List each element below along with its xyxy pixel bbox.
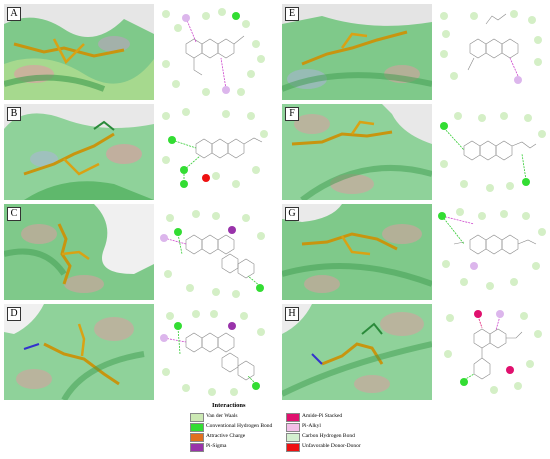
panel-e: E: [282, 4, 550, 100]
panel-d: D: [4, 304, 272, 400]
panel-label: E: [285, 7, 299, 21]
legend-swatch: [286, 413, 300, 422]
legend-label: Carbon Hydrogen Bond: [302, 433, 355, 439]
legend-swatch: [190, 443, 204, 452]
interaction-diagram: [156, 204, 272, 300]
legend-label: Conventional Hydrogen Bond: [206, 423, 273, 429]
panel-g: G: [282, 204, 550, 300]
legend-swatch: [190, 433, 204, 442]
legend-label: Van der Waals: [206, 413, 238, 419]
legend-swatch: [286, 423, 300, 432]
panel-label: D: [7, 307, 21, 321]
interaction-diagram: [156, 104, 272, 200]
panel-label: A: [7, 7, 21, 21]
interaction-diagram: [434, 4, 550, 100]
docking-pose-image: C: [4, 204, 154, 300]
legend-label: Pi-Sigma: [206, 443, 227, 449]
panel-f: F: [282, 104, 550, 200]
panel-label: C: [7, 207, 21, 221]
interaction-diagram: [434, 104, 550, 200]
legend-label: Amide-Pi Stacked: [302, 413, 343, 419]
docking-pose-image: H: [282, 304, 432, 400]
interaction-diagram: [156, 4, 272, 100]
legend-label: Attractive Charge: [206, 433, 246, 439]
legend-swatch: [190, 413, 204, 422]
panel-label: H: [285, 307, 299, 321]
panel-label: B: [7, 107, 21, 121]
docking-pose-image: F: [282, 104, 432, 200]
legend-label: Pi-Alkyl: [302, 423, 321, 429]
docking-pose-image: A: [4, 4, 154, 100]
panel-b: B: [4, 104, 272, 200]
legend-swatch: [190, 423, 204, 432]
interaction-diagram: [156, 304, 272, 400]
legend-title: Interactions: [212, 402, 246, 409]
interaction-diagram: [434, 204, 550, 300]
docking-pose-image: E: [282, 4, 432, 100]
panel-label: F: [285, 107, 299, 121]
docking-pose-image: B: [4, 104, 154, 200]
legend-swatch: [286, 443, 300, 452]
docking-pose-image: G: [282, 204, 432, 300]
panel-c: C: [4, 204, 272, 300]
legend: Interactions Van der Waals Conventional …: [190, 402, 450, 458]
panel-label: G: [285, 207, 299, 221]
panel-h: H: [282, 304, 550, 400]
legend-label: Unfavorable Donor-Donor: [302, 443, 361, 449]
docking-pose-image: D: [4, 304, 154, 400]
legend-swatch: [286, 433, 300, 442]
interaction-diagram: [434, 304, 550, 400]
panel-a: A: [4, 4, 272, 100]
